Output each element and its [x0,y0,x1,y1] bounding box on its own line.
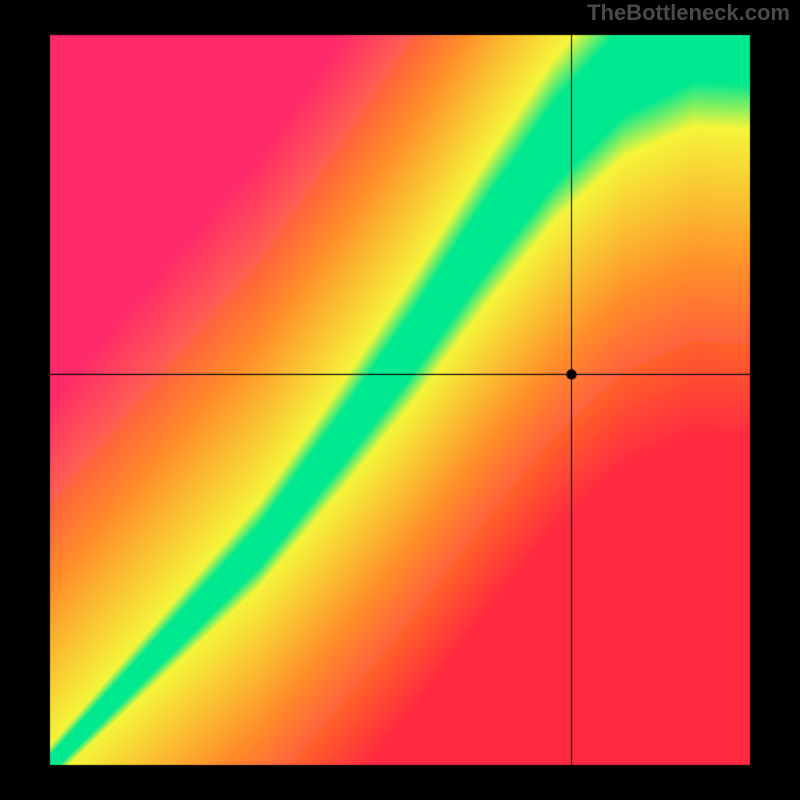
watermark-text: TheBottleneck.com [587,0,790,26]
bottleneck-chart [0,0,800,800]
